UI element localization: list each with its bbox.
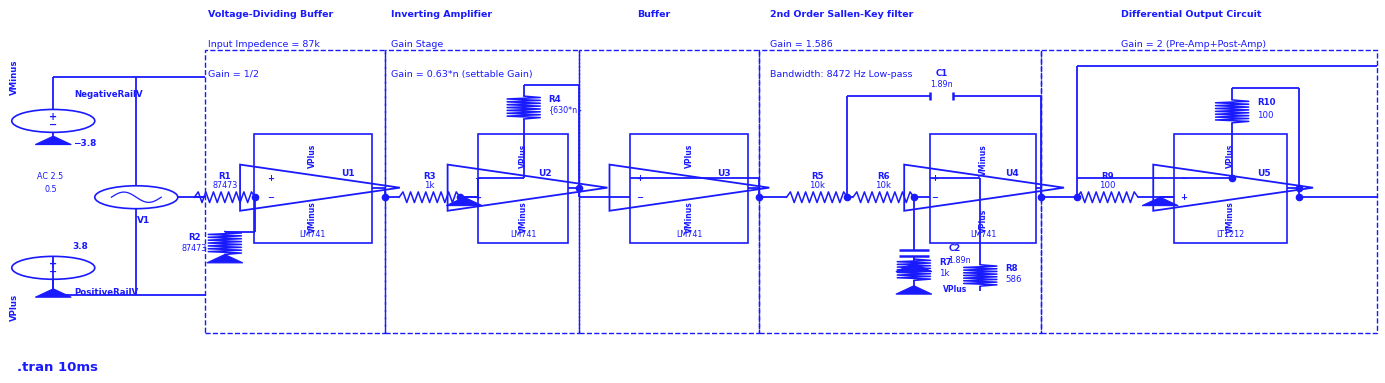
Text: U4: U4 xyxy=(1006,169,1019,178)
Polygon shape xyxy=(35,289,71,297)
Text: AC 2.5: AC 2.5 xyxy=(37,172,64,181)
Bar xyxy=(478,134,568,243)
Polygon shape xyxy=(1143,197,1179,206)
Polygon shape xyxy=(896,263,932,272)
Text: R1: R1 xyxy=(219,172,231,181)
Text: PositiveRailV: PositiveRailV xyxy=(73,288,138,297)
Text: R3: R3 xyxy=(424,172,436,181)
Text: 0.5: 0.5 xyxy=(44,185,57,194)
Text: NegativeRailV: NegativeRailV xyxy=(73,90,143,99)
Text: +: + xyxy=(475,193,482,201)
Text: 100: 100 xyxy=(1258,111,1274,119)
Text: R8: R8 xyxy=(1006,264,1018,273)
Text: Voltage-Dividing Buffer: Voltage-Dividing Buffer xyxy=(208,10,334,19)
Text: −: − xyxy=(931,193,938,201)
Text: Gain = 1/2: Gain = 1/2 xyxy=(208,70,259,79)
Bar xyxy=(759,50,1042,333)
Text: −: − xyxy=(267,193,274,201)
Text: {630*n}: {630*n} xyxy=(548,105,583,114)
Text: +: + xyxy=(267,174,274,183)
Text: −: − xyxy=(50,267,57,277)
Text: .tran 10ms: .tran 10ms xyxy=(17,360,98,373)
Text: 2nd Order Sallen-Key filter: 2nd Order Sallen-Key filter xyxy=(770,10,913,19)
Text: 87473: 87473 xyxy=(181,244,206,253)
Text: Gain Stage: Gain Stage xyxy=(391,40,443,49)
Text: 1.89n: 1.89n xyxy=(949,256,971,265)
Text: R4: R4 xyxy=(548,95,561,104)
Text: VMinus: VMinus xyxy=(518,202,528,234)
Text: R2: R2 xyxy=(188,233,201,242)
Bar xyxy=(630,134,748,243)
Text: R10: R10 xyxy=(1258,98,1276,108)
Text: C1: C1 xyxy=(935,69,947,79)
Text: VMinus: VMinus xyxy=(1226,202,1235,234)
Text: Bandwidth: 8472 Hz Low-pass: Bandwidth: 8472 Hz Low-pass xyxy=(770,70,913,79)
Text: 3.8: 3.8 xyxy=(72,242,89,251)
Text: −: − xyxy=(50,120,57,130)
Text: V1: V1 xyxy=(137,216,150,224)
Text: 10k: 10k xyxy=(809,181,825,190)
Text: Differential Output Circuit: Differential Output Circuit xyxy=(1122,10,1262,19)
Text: VPlus: VPlus xyxy=(518,144,528,168)
Text: Gain = 1.586: Gain = 1.586 xyxy=(770,40,832,49)
Text: U5: U5 xyxy=(1258,169,1271,178)
Text: LM741: LM741 xyxy=(969,230,996,239)
Text: VPlus: VPlus xyxy=(10,294,19,321)
Text: Input Impedence = 87k: Input Impedence = 87k xyxy=(208,40,320,49)
Bar xyxy=(385,50,579,333)
Text: 87473: 87473 xyxy=(212,181,237,190)
Text: R6: R6 xyxy=(877,172,889,181)
Text: LT1212: LT1212 xyxy=(1216,230,1245,239)
Text: U3: U3 xyxy=(717,169,731,178)
Text: +: + xyxy=(50,259,57,269)
Polygon shape xyxy=(896,286,932,294)
Text: LM741: LM741 xyxy=(299,230,325,239)
Text: 1.89n: 1.89n xyxy=(931,80,953,89)
Text: C2: C2 xyxy=(949,244,961,253)
Bar xyxy=(253,134,371,243)
Polygon shape xyxy=(446,197,482,206)
Bar xyxy=(579,50,759,333)
Text: VPlus: VPlus xyxy=(684,144,694,168)
Bar xyxy=(205,50,385,333)
Text: R5: R5 xyxy=(810,172,823,181)
Polygon shape xyxy=(206,254,242,263)
Text: +: + xyxy=(1180,193,1187,201)
Text: R9: R9 xyxy=(1101,172,1114,181)
Text: 586: 586 xyxy=(1006,275,1022,284)
Text: U2: U2 xyxy=(537,169,551,178)
Text: −: − xyxy=(475,174,482,183)
Text: +: + xyxy=(50,112,57,122)
Text: Gain = 2 (Pre-Amp+Post-Amp): Gain = 2 (Pre-Amp+Post-Amp) xyxy=(1122,40,1266,49)
Text: Gain = 0.63*n (settable Gain): Gain = 0.63*n (settable Gain) xyxy=(391,70,532,79)
Text: VMinus: VMinus xyxy=(979,144,988,175)
Text: 10k: 10k xyxy=(875,181,892,190)
Text: LM741: LM741 xyxy=(510,230,536,239)
Text: 1k: 1k xyxy=(939,269,949,278)
Bar xyxy=(931,134,1036,243)
Text: Inverting Amplifier: Inverting Amplifier xyxy=(391,10,492,19)
Text: −3.8: −3.8 xyxy=(72,139,96,148)
Text: U1: U1 xyxy=(341,169,355,178)
Text: −: − xyxy=(1180,174,1187,183)
Bar xyxy=(1042,50,1378,333)
Text: −: − xyxy=(637,193,644,201)
Text: R7: R7 xyxy=(939,259,951,267)
Text: VMinus: VMinus xyxy=(10,59,19,95)
Text: +: + xyxy=(931,174,938,183)
Text: +: + xyxy=(637,174,644,183)
Text: VMinus: VMinus xyxy=(309,202,317,234)
Text: 100: 100 xyxy=(1100,181,1116,190)
Text: VPlus: VPlus xyxy=(979,209,988,234)
Text: VMinus: VMinus xyxy=(684,202,694,234)
Text: Buffer: Buffer xyxy=(637,10,670,19)
Text: LM741: LM741 xyxy=(676,230,702,239)
Text: VPlus: VPlus xyxy=(309,144,317,168)
Text: 1k: 1k xyxy=(424,181,435,190)
Text: VPlus: VPlus xyxy=(1226,144,1235,168)
Bar xyxy=(1174,134,1288,243)
Text: VPlus: VPlus xyxy=(943,285,968,295)
Polygon shape xyxy=(35,136,71,144)
